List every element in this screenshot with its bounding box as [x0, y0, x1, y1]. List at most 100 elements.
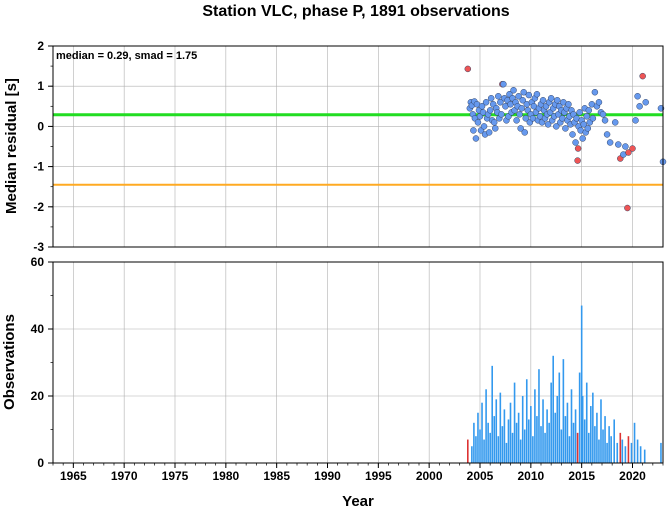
top-grid — [53, 45, 663, 248]
observation-bar — [613, 419, 615, 463]
observation-bar — [552, 355, 554, 463]
top-y-axis-label: Median residual [s] — [3, 78, 20, 214]
observation-bar — [643, 449, 646, 463]
observation-bar — [608, 426, 610, 463]
top-y-tick-label: 1 — [37, 79, 44, 93]
observation-bar — [564, 416, 567, 463]
residual-point — [569, 131, 576, 138]
residual-point — [521, 129, 528, 136]
observation-bar — [497, 436, 500, 463]
observation-bar — [515, 422, 518, 463]
x-tick-label: 1995 — [365, 469, 392, 483]
observation-bar — [532, 436, 534, 463]
observation-bar — [566, 402, 569, 463]
residual-point — [525, 91, 533, 99]
residual-point — [485, 129, 493, 136]
observation-bar — [585, 382, 588, 463]
observation-bar — [495, 399, 498, 463]
observation-bar — [479, 429, 481, 463]
residual-point — [553, 123, 560, 130]
bottom-y-tick-label: 40 — [31, 322, 45, 336]
residual-point — [615, 141, 622, 148]
outlier-bar — [576, 432, 579, 463]
residual-point — [500, 80, 507, 88]
observation-bar — [596, 412, 598, 463]
x-tick-label: 2000 — [416, 469, 443, 483]
residual-point — [487, 95, 495, 102]
observation-bar — [558, 372, 561, 463]
observation-bar — [477, 412, 479, 463]
top-y-ticks: -3 -2 -1 0 1 2 — [33, 39, 53, 254]
observation-bar — [587, 432, 590, 463]
residual-point — [497, 99, 504, 106]
residual-point — [482, 99, 490, 106]
outlier-point — [574, 145, 582, 152]
residual-point — [634, 93, 641, 100]
x-tick-label: 1975 — [162, 469, 189, 483]
residual-point — [591, 88, 599, 96]
observation-bar — [554, 412, 557, 463]
median-annotation: median = 0.29, smad = 1.75 — [56, 50, 197, 62]
residual-point — [576, 109, 583, 116]
outlier-bar — [467, 439, 469, 463]
outlier-point — [464, 65, 472, 73]
observation-bar — [574, 409, 577, 463]
residual-point — [595, 99, 603, 106]
observation-bar — [568, 436, 571, 463]
residual-point — [622, 143, 629, 150]
residual-point — [632, 117, 639, 124]
observation-bar — [610, 436, 612, 463]
residual-point — [547, 95, 555, 102]
residual-point — [544, 121, 552, 128]
observation-bar — [570, 389, 573, 463]
bottom-y-ticks: 0 20 40 60 — [31, 255, 53, 470]
observation-bars — [467, 305, 662, 463]
observation-bar — [540, 426, 542, 463]
observation-bar — [560, 429, 563, 463]
residual-point — [472, 135, 480, 142]
observation-bar — [660, 442, 662, 463]
residual-point — [522, 115, 529, 122]
top-y-tick-label: 2 — [37, 39, 44, 53]
x-tick-label: 1965 — [60, 469, 87, 483]
x-tick-label: 1990 — [314, 469, 341, 483]
observation-bar — [525, 379, 528, 463]
residual-point — [562, 125, 569, 132]
observation-bar — [501, 426, 504, 463]
observation-bar — [633, 422, 636, 463]
observation-bar — [606, 442, 608, 463]
residual-point — [486, 107, 494, 114]
x-axis-label: Year — [342, 493, 374, 510]
observation-bar — [509, 402, 512, 463]
observation-bar — [630, 442, 633, 463]
residual-point — [516, 111, 523, 118]
chart-title: Station VLC, phase P, 1891 observations — [202, 3, 509, 20]
observation-bar — [583, 419, 586, 463]
observation-bar — [594, 426, 596, 463]
observation-bar — [521, 396, 524, 463]
residual-point — [583, 113, 590, 120]
observation-bar — [578, 372, 581, 463]
residual-points — [464, 65, 667, 212]
x-tick-label: 2010 — [517, 469, 544, 483]
residual-point — [515, 93, 522, 100]
residual-point — [474, 119, 482, 126]
outlier-point — [639, 72, 646, 80]
bottom-y-tick-label: 20 — [31, 389, 45, 403]
residual-point — [636, 103, 643, 110]
observation-bar — [475, 436, 477, 463]
x-tick-label: 2020 — [619, 469, 646, 483]
outlier-point — [574, 157, 581, 164]
top-y-tick-label: -3 — [33, 240, 44, 254]
residual-point — [584, 125, 592, 132]
residual-point — [480, 123, 488, 130]
observation-bar — [505, 442, 508, 463]
observation-bar — [485, 389, 487, 463]
observation-bar — [572, 422, 575, 463]
observation-bar — [600, 399, 602, 463]
residual-point — [554, 97, 561, 104]
residual-point — [517, 125, 524, 132]
observation-bar — [639, 446, 642, 463]
observation-bar — [517, 412, 520, 463]
observation-bar — [598, 439, 600, 463]
